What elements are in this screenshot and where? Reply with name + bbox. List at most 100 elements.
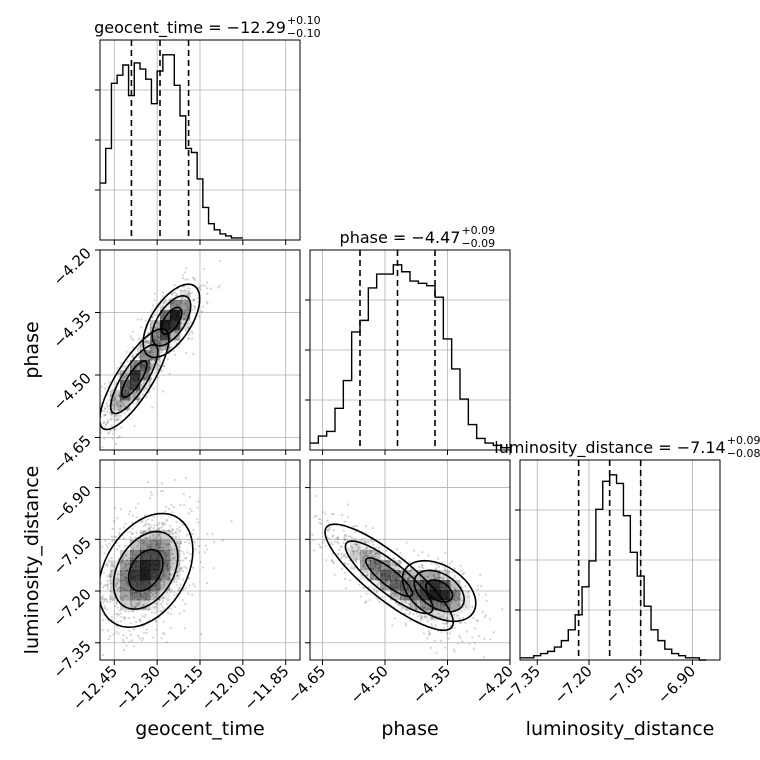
sample-point	[446, 622, 449, 625]
sample-point	[167, 576, 170, 580]
sample-point	[102, 414, 106, 417]
sample-point	[367, 540, 370, 544]
sample-point	[144, 523, 147, 526]
sample-point	[110, 561, 114, 564]
sample-point	[161, 521, 164, 525]
sample-point	[433, 625, 437, 629]
sample-point	[97, 566, 99, 568]
density-cell	[110, 560, 121, 571]
sample-point	[112, 633, 115, 636]
sample-point	[179, 569, 182, 572]
density-cell	[120, 560, 131, 571]
sample-point	[163, 572, 167, 575]
sample-point	[107, 432, 110, 435]
sample-point	[103, 420, 106, 423]
sample-point	[124, 522, 127, 525]
sample-point	[444, 646, 447, 649]
sample-point	[136, 391, 139, 394]
sample-point	[336, 536, 339, 540]
sample-point	[148, 346, 151, 349]
density-cell	[450, 610, 461, 621]
sample-point	[218, 259, 221, 263]
sample-point	[125, 554, 128, 557]
sample-point	[144, 607, 147, 610]
sample-point	[445, 621, 448, 624]
sample-point	[408, 576, 411, 579]
sample-point	[130, 337, 134, 340]
sample-point	[326, 519, 329, 522]
sample-point	[181, 569, 185, 573]
sample-point	[131, 527, 134, 530]
sample-point	[456, 614, 459, 617]
sample-point	[119, 361, 122, 365]
sample-point	[191, 566, 195, 569]
sample-point	[454, 600, 457, 603]
sample-point	[133, 645, 136, 648]
sample-point	[116, 582, 119, 585]
sample-point	[180, 298, 183, 301]
sample-point	[142, 594, 145, 598]
sample-point	[154, 332, 157, 335]
sample-point	[184, 587, 187, 590]
sample-point	[147, 598, 150, 601]
sample-point	[162, 583, 165, 586]
sample-point	[466, 590, 469, 593]
sample-point	[133, 594, 136, 597]
sample-point	[377, 581, 380, 585]
sample-point	[90, 407, 92, 409]
sample-point	[374, 578, 377, 581]
sample-point	[173, 283, 176, 287]
sample-point	[140, 520, 143, 524]
sample-point	[192, 352, 195, 355]
sample-point	[453, 626, 456, 629]
sample-point	[131, 355, 134, 358]
sample-point	[375, 590, 378, 593]
sample-point	[175, 580, 178, 583]
sample-point	[150, 493, 153, 497]
sample-point	[350, 565, 353, 568]
sample-point	[155, 619, 158, 622]
sample-point	[154, 606, 158, 609]
sample-point	[168, 352, 171, 355]
sample-point	[182, 503, 186, 507]
sample-point	[375, 573, 379, 576]
sample-point	[192, 298, 195, 301]
sample-point	[318, 518, 321, 521]
sample-point	[401, 601, 404, 604]
sample-point	[139, 356, 142, 359]
sample-point	[138, 601, 141, 604]
sample-point	[159, 343, 162, 346]
density-cell	[170, 570, 181, 581]
sample-point	[178, 338, 181, 342]
sample-point	[113, 396, 116, 399]
sample-point	[128, 590, 131, 593]
sample-point	[371, 540, 374, 543]
density-cell	[370, 560, 381, 571]
sample-point	[171, 532, 174, 535]
sample-point	[347, 562, 350, 566]
sample-point	[454, 588, 457, 592]
sample-point	[354, 557, 358, 561]
sample-point	[120, 615, 123, 619]
sample-point	[171, 553, 174, 556]
sample-point	[114, 442, 117, 445]
sample-point	[392, 557, 395, 560]
sample-point	[483, 616, 486, 619]
sample-point	[369, 575, 372, 578]
sample-point	[392, 567, 396, 570]
density-cell	[440, 600, 451, 611]
sample-point	[364, 567, 367, 570]
sample-point	[350, 545, 353, 548]
sample-point	[358, 583, 361, 586]
sample-point	[104, 407, 107, 410]
density-cell	[150, 350, 161, 361]
sample-point	[123, 578, 127, 582]
sample-point	[104, 407, 107, 410]
sample-point	[127, 616, 130, 620]
sample-point	[196, 537, 200, 540]
sample-point	[162, 364, 165, 368]
sample-point	[182, 274, 185, 277]
density-cell	[400, 600, 411, 611]
sample-point	[160, 342, 164, 345]
sample-point	[151, 315, 155, 319]
